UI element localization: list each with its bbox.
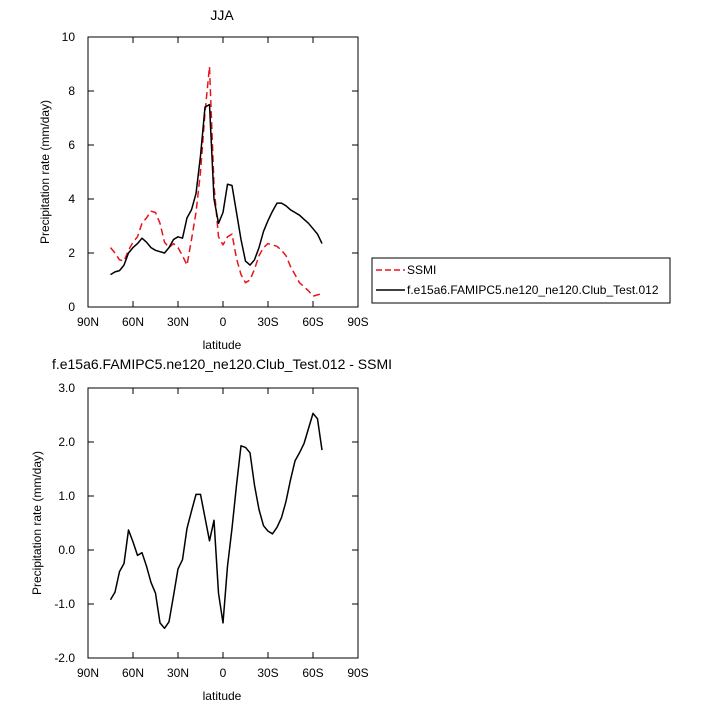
- top-title: JJA: [210, 7, 234, 23]
- top-y-ticks: 0 2 4 6 8 10: [62, 30, 358, 314]
- y-tick-label: 8: [68, 84, 75, 98]
- top-x-ticks: 90N 60N 30N 0 30S 60S 90S: [77, 37, 369, 329]
- y-tick-label: -1.0: [54, 597, 75, 611]
- y-tick-label: 2.0: [58, 435, 75, 449]
- y-tick-label: 0: [68, 300, 75, 314]
- y-tick-label: 0.0: [58, 543, 75, 557]
- y-tick-label: 2: [68, 246, 75, 260]
- bottom-y-ticks: -2.0 -1.0 0.0 1.0 2.0 3.0: [54, 381, 358, 665]
- top-plot-frame: [87, 36, 359, 308]
- legend-box: [371, 257, 671, 304]
- x-tick-label: 90N: [77, 315, 99, 329]
- bottom-panel: f.e15a6.FAMIPC5.ne120_ne120.Club_Test.01…: [30, 356, 392, 703]
- y-tick-label: 1.0: [58, 489, 75, 503]
- x-tick-label: 30S: [257, 666, 278, 680]
- series-line-model: [110, 103, 323, 276]
- x-tick-label: 60N: [122, 315, 144, 329]
- x-tick-label: 60S: [302, 666, 323, 680]
- legend: SSMI f.e15a6.FAMIPC5.ne120_ne120.Club_Te…: [371, 257, 671, 304]
- series-line-ssmi: [109, 65, 323, 297]
- x-tick-label: 30N: [167, 666, 189, 680]
- bottom-series-lines: [109, 412, 323, 630]
- bottom-x-ticks: 90N 60N 30N 0 30S 60S 90S: [77, 388, 369, 680]
- legend-ssmi-label: SSMI: [407, 263, 436, 277]
- top-panel: JJA 90N 60N 30N 0 30S 60S 90S 0 2 4 6 8 10 latitude…: [38, 7, 369, 352]
- x-tick-label: 0: [220, 315, 227, 329]
- y-tick-label: 3.0: [58, 381, 75, 395]
- y-tick-label: -2.0: [54, 651, 75, 665]
- y-tick-label: 10: [62, 30, 76, 44]
- x-tick-label: 0: [220, 666, 227, 680]
- x-tick-label: 90N: [77, 666, 99, 680]
- x-tick-label: 60S: [302, 315, 323, 329]
- top-x-axis-label: latitude: [203, 338, 242, 352]
- legend-model-label: f.e15a6.FAMIPC5.ne120_ne120.Club_Test.01…: [407, 283, 659, 297]
- bottom-y-axis-label: Precipitation rate (mm/day): [30, 451, 44, 595]
- y-tick-label: 6: [68, 138, 75, 152]
- top-series-lines: [109, 65, 323, 297]
- x-tick-label: 60N: [122, 666, 144, 680]
- x-tick-label: 30N: [167, 315, 189, 329]
- top-y-axis-label: Precipitation rate (mm/day): [38, 100, 52, 244]
- y-tick-label: 4: [68, 192, 75, 206]
- bottom-title: f.e15a6.FAMIPC5.ne120_ne120.Club_Test.01…: [52, 356, 392, 372]
- series-line-model: [109, 412, 323, 630]
- x-tick-label: 30S: [257, 315, 278, 329]
- x-tick-label: 90S: [347, 666, 368, 680]
- x-tick-label: 90S: [347, 315, 368, 329]
- bottom-x-axis-label: latitude: [203, 689, 242, 703]
